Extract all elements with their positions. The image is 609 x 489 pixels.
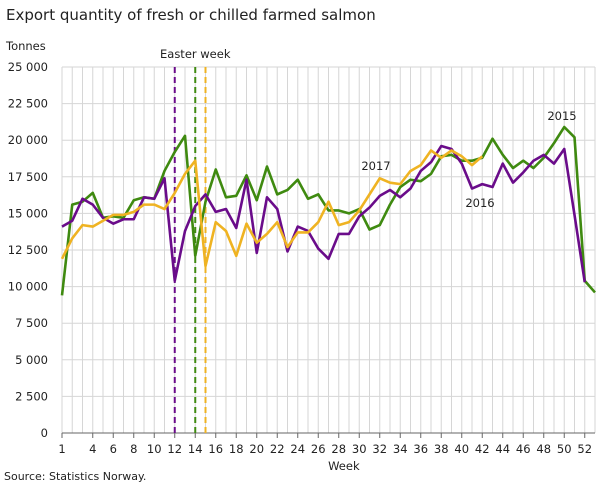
y-tick-label: 7 500 (15, 316, 48, 330)
easter-week-label: Easter week (160, 47, 231, 61)
x-tick-label: 38 (434, 442, 449, 456)
x-tick-label: 12 (167, 442, 182, 456)
x-tick-label: 50 (557, 442, 572, 456)
x-tick-label: 44 (495, 442, 510, 456)
x-tick-label: 22 (270, 442, 285, 456)
x-tick-label: 36 (413, 442, 428, 456)
y-tick-label: 10 000 (8, 280, 48, 294)
x-tick-label: 34 (393, 442, 408, 456)
series-line-2016 (61, 144, 587, 283)
x-tick-label: 1 (58, 442, 65, 456)
x-tick-label: 6 (110, 442, 117, 456)
x-tick-label: 30 (352, 442, 367, 456)
x-tick-label: 46 (516, 442, 531, 456)
x-tick-label: 4 (89, 442, 96, 456)
x-tick-label: 8 (130, 442, 137, 456)
x-tick-label: 28 (331, 442, 346, 456)
series-label-2015: 2015 (547, 109, 576, 123)
series-label-2017: 2017 (361, 159, 390, 173)
y-tick-label: 17 500 (8, 170, 48, 184)
x-tick-label: 48 (536, 442, 551, 456)
y-axis-label: Tonnes (5, 39, 46, 53)
series-line-2017 (60, 149, 484, 268)
x-tick-label: 42 (475, 442, 490, 456)
y-tick-label: 0 (41, 426, 48, 440)
y-tick-label: 12 500 (8, 243, 48, 257)
y-tick-label: 25 000 (8, 60, 48, 74)
x-tick-label: 32 (372, 442, 387, 456)
y-tick-label: 15 000 (8, 206, 48, 220)
series-label-2016: 2016 (465, 196, 494, 210)
y-tick-label: 22 500 (8, 97, 48, 111)
y-tick-label: 5 000 (15, 353, 48, 367)
x-tick-label: 20 (249, 442, 264, 456)
x-tick-label: 10 (147, 442, 162, 456)
x-tick-label: 18 (229, 442, 244, 456)
x-axis-label: Week (328, 459, 360, 473)
chart-title: Export quantity of fresh or chilled farm… (6, 6, 376, 24)
x-tick-label: 24 (290, 442, 305, 456)
y-tick-label: 2 500 (15, 389, 48, 403)
x-tick-label: 16 (208, 442, 223, 456)
x-tick-label: 26 (311, 442, 326, 456)
x-tick-label: 14 (188, 442, 203, 456)
source-note: Source: Statistics Norway. (4, 470, 147, 483)
x-tick-label: 40 (454, 442, 469, 456)
x-tick-label: 52 (577, 442, 592, 456)
y-tick-label: 20 000 (8, 133, 48, 147)
